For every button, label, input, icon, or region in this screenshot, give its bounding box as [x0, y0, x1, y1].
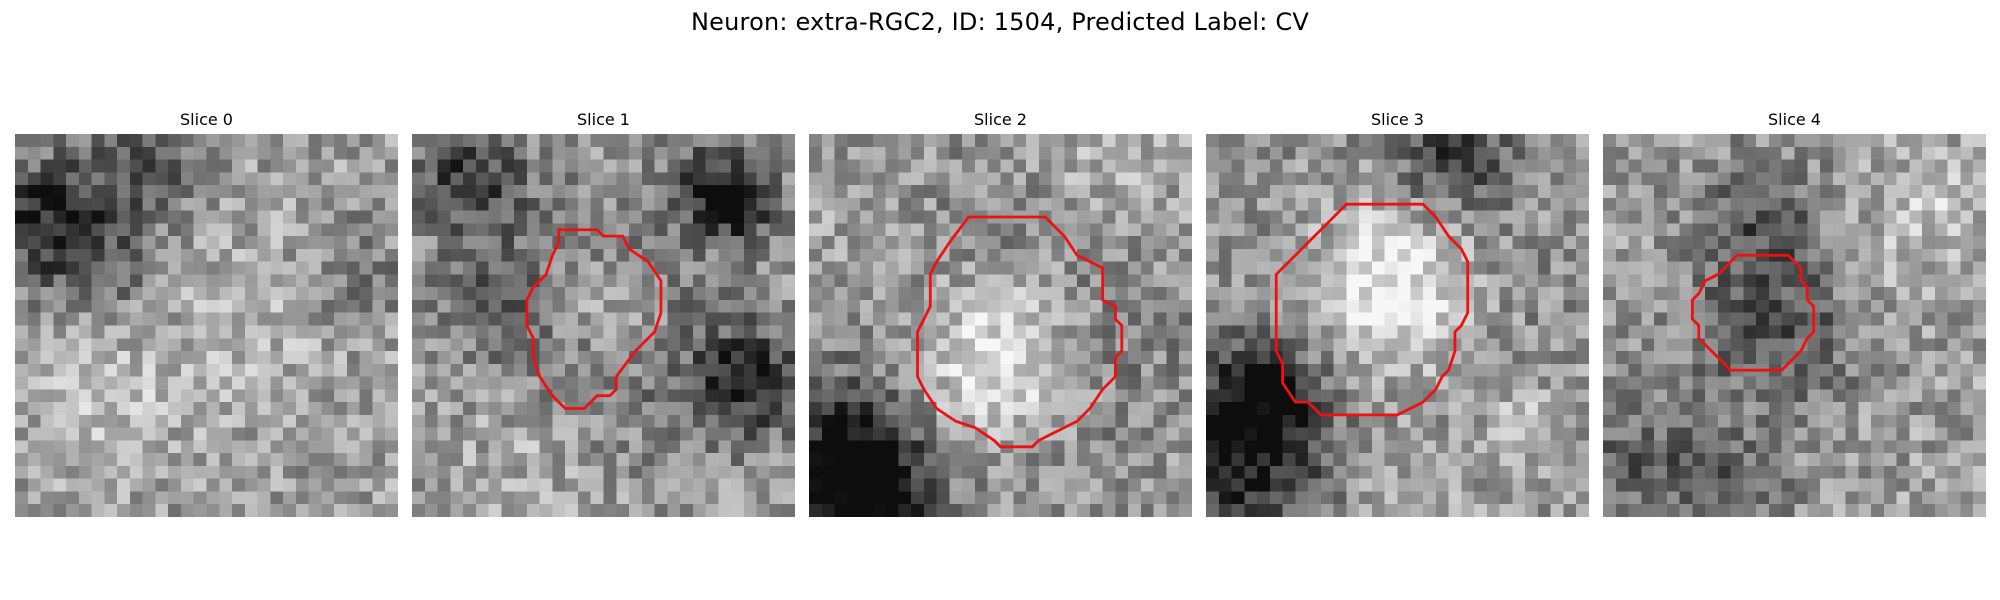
- cell-contour: [525, 228, 663, 410]
- slice-panel-2: Slice 2: [809, 108, 1192, 517]
- slice-image: [412, 134, 795, 517]
- cell-contour: [916, 215, 1124, 449]
- slice-title: Slice 1: [577, 110, 630, 129]
- slice-title: Slice 4: [1768, 110, 1821, 129]
- slice-panel-3: Slice 3: [1206, 108, 1589, 517]
- slice-image: [809, 134, 1192, 517]
- slice-title: Slice 0: [180, 110, 233, 129]
- cell-contour: [1274, 202, 1470, 417]
- slice-image: [1603, 134, 1986, 517]
- slice-title: Slice 3: [1371, 110, 1424, 129]
- slice-title: Slice 2: [974, 110, 1027, 129]
- slice-panel-4: Slice 4: [1603, 108, 1986, 517]
- figure-title: Neuron: extra-RGC2, ID: 1504, Predicted …: [691, 8, 1309, 36]
- cell-contour: [1690, 253, 1816, 372]
- slice-image: [1206, 134, 1589, 517]
- slice-panel-1: Slice 1: [412, 108, 795, 517]
- slice-panel-0: Slice 0: [15, 108, 398, 517]
- slice-image: [15, 134, 398, 517]
